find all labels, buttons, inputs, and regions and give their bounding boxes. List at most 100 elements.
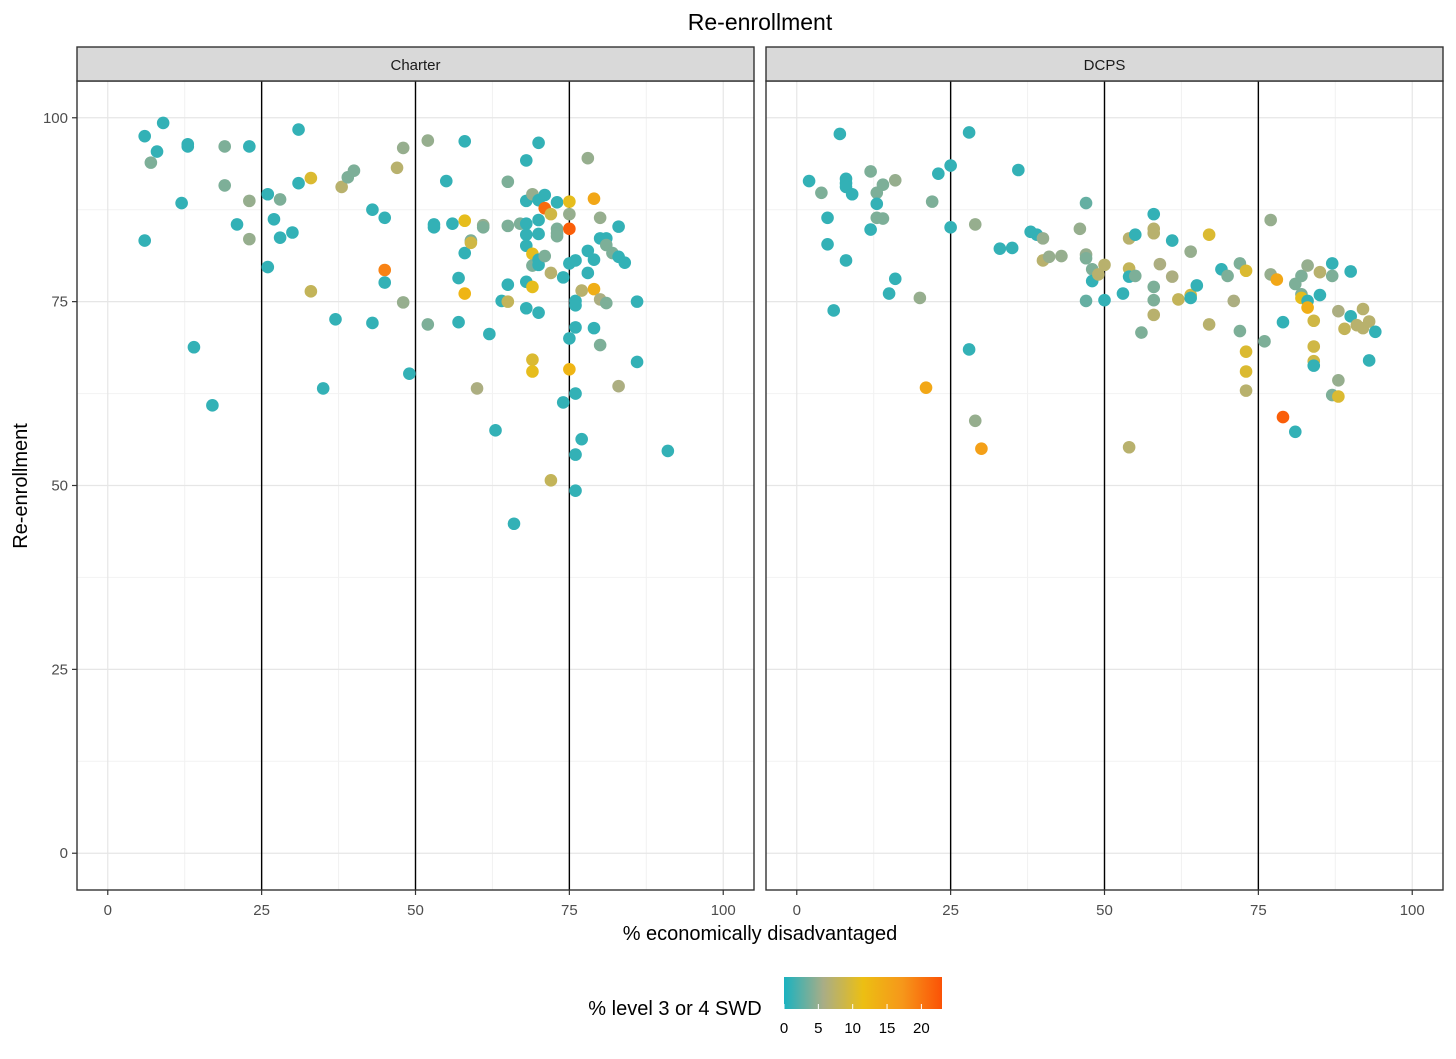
data-point [532, 227, 545, 241]
data-point [556, 396, 570, 409]
data-point [335, 180, 348, 194]
data-point [261, 187, 275, 201]
legend-tick-label: 10 [844, 1020, 861, 1037]
facet-panels: Charter 0 25 50 75 100 DCPS 0 25 50 75 100 [76, 46, 1444, 919]
data-point [563, 332, 576, 345]
data-point [138, 234, 151, 247]
data-point [329, 312, 342, 326]
data-point [1332, 304, 1345, 318]
chart-title: Re-enrollment [688, 9, 833, 35]
data-point [569, 448, 582, 461]
x-axis-charter: 0 25 50 75 100 [104, 890, 736, 919]
data-point [1165, 270, 1179, 283]
data-point [1239, 384, 1253, 397]
facet-label: Charter [390, 57, 440, 74]
data-point [599, 296, 613, 310]
data-point [1055, 249, 1068, 263]
data-point [181, 140, 195, 153]
data-point [1239, 345, 1253, 358]
data-point [501, 295, 515, 308]
data-point [1313, 288, 1327, 302]
data-point [968, 218, 982, 231]
data-point [519, 154, 533, 167]
data-point [587, 192, 601, 205]
data-point [630, 355, 644, 369]
data-point [243, 232, 256, 246]
data-point [1147, 293, 1161, 307]
data-point [544, 474, 558, 487]
data-point [470, 382, 484, 395]
data-point [1184, 245, 1197, 258]
data-point [833, 127, 847, 141]
data-point [156, 116, 170, 130]
data-point [458, 246, 472, 260]
data-point [532, 213, 545, 227]
data-point [1135, 326, 1148, 339]
data-point [1344, 265, 1357, 278]
y-axis-title: Re-enrollment [10, 423, 32, 549]
data-point [532, 306, 545, 319]
data-point [1325, 269, 1339, 283]
data-point [1079, 294, 1093, 308]
data-point [452, 315, 465, 329]
data-point [286, 226, 299, 239]
data-point [618, 256, 632, 269]
data-point [888, 272, 902, 286]
x-axis-dcps: 0 25 50 75 100 [793, 890, 1425, 919]
data-point [1221, 269, 1234, 283]
data-point [1202, 228, 1216, 242]
data-point [1338, 322, 1351, 336]
data-point [1332, 390, 1345, 403]
data-point [1202, 318, 1216, 331]
data-point [839, 254, 853, 267]
data-point [569, 254, 582, 267]
data-point [273, 193, 287, 206]
data-point [366, 316, 379, 330]
data-point [1307, 314, 1321, 328]
data-point [563, 195, 576, 208]
data-point [526, 365, 539, 378]
data-point [962, 126, 976, 139]
data-point [267, 212, 281, 226]
data-point [815, 186, 828, 200]
data-point [821, 237, 834, 251]
legend-tick-label: 0 [780, 1020, 788, 1037]
data-point [1079, 251, 1093, 265]
data-point [1092, 268, 1105, 281]
data-point [587, 253, 601, 267]
data-point [403, 367, 416, 381]
data-point [864, 165, 877, 178]
data-point [390, 161, 404, 175]
data-point [144, 156, 158, 169]
data-point [1356, 302, 1370, 316]
data-point [1227, 294, 1241, 308]
data-point [452, 271, 465, 285]
data-point [458, 287, 472, 300]
data-point [519, 228, 533, 242]
data-point [569, 321, 582, 334]
x-tick-label: 0 [104, 902, 112, 919]
data-point [593, 211, 607, 225]
x-tick-label: 50 [1096, 902, 1113, 919]
data-point [1165, 234, 1179, 247]
y-tick-label: 100 [43, 110, 68, 127]
data-point [1362, 315, 1376, 328]
data-point [519, 301, 533, 315]
facet-label: DCPS [1084, 57, 1126, 74]
legend-colorbar [784, 977, 942, 1009]
data-point [218, 140, 232, 153]
data-point [1295, 269, 1308, 283]
data-point [827, 304, 840, 317]
data-point [1344, 310, 1357, 323]
data-point [243, 140, 256, 153]
data-point [1239, 365, 1253, 378]
data-point [845, 187, 859, 201]
data-point [501, 278, 515, 292]
data-point [581, 151, 595, 165]
data-point [439, 174, 453, 188]
x-tick-label: 100 [1400, 902, 1425, 919]
data-point [1098, 293, 1111, 307]
x-tick-label: 25 [942, 902, 959, 919]
data-point [575, 432, 588, 446]
